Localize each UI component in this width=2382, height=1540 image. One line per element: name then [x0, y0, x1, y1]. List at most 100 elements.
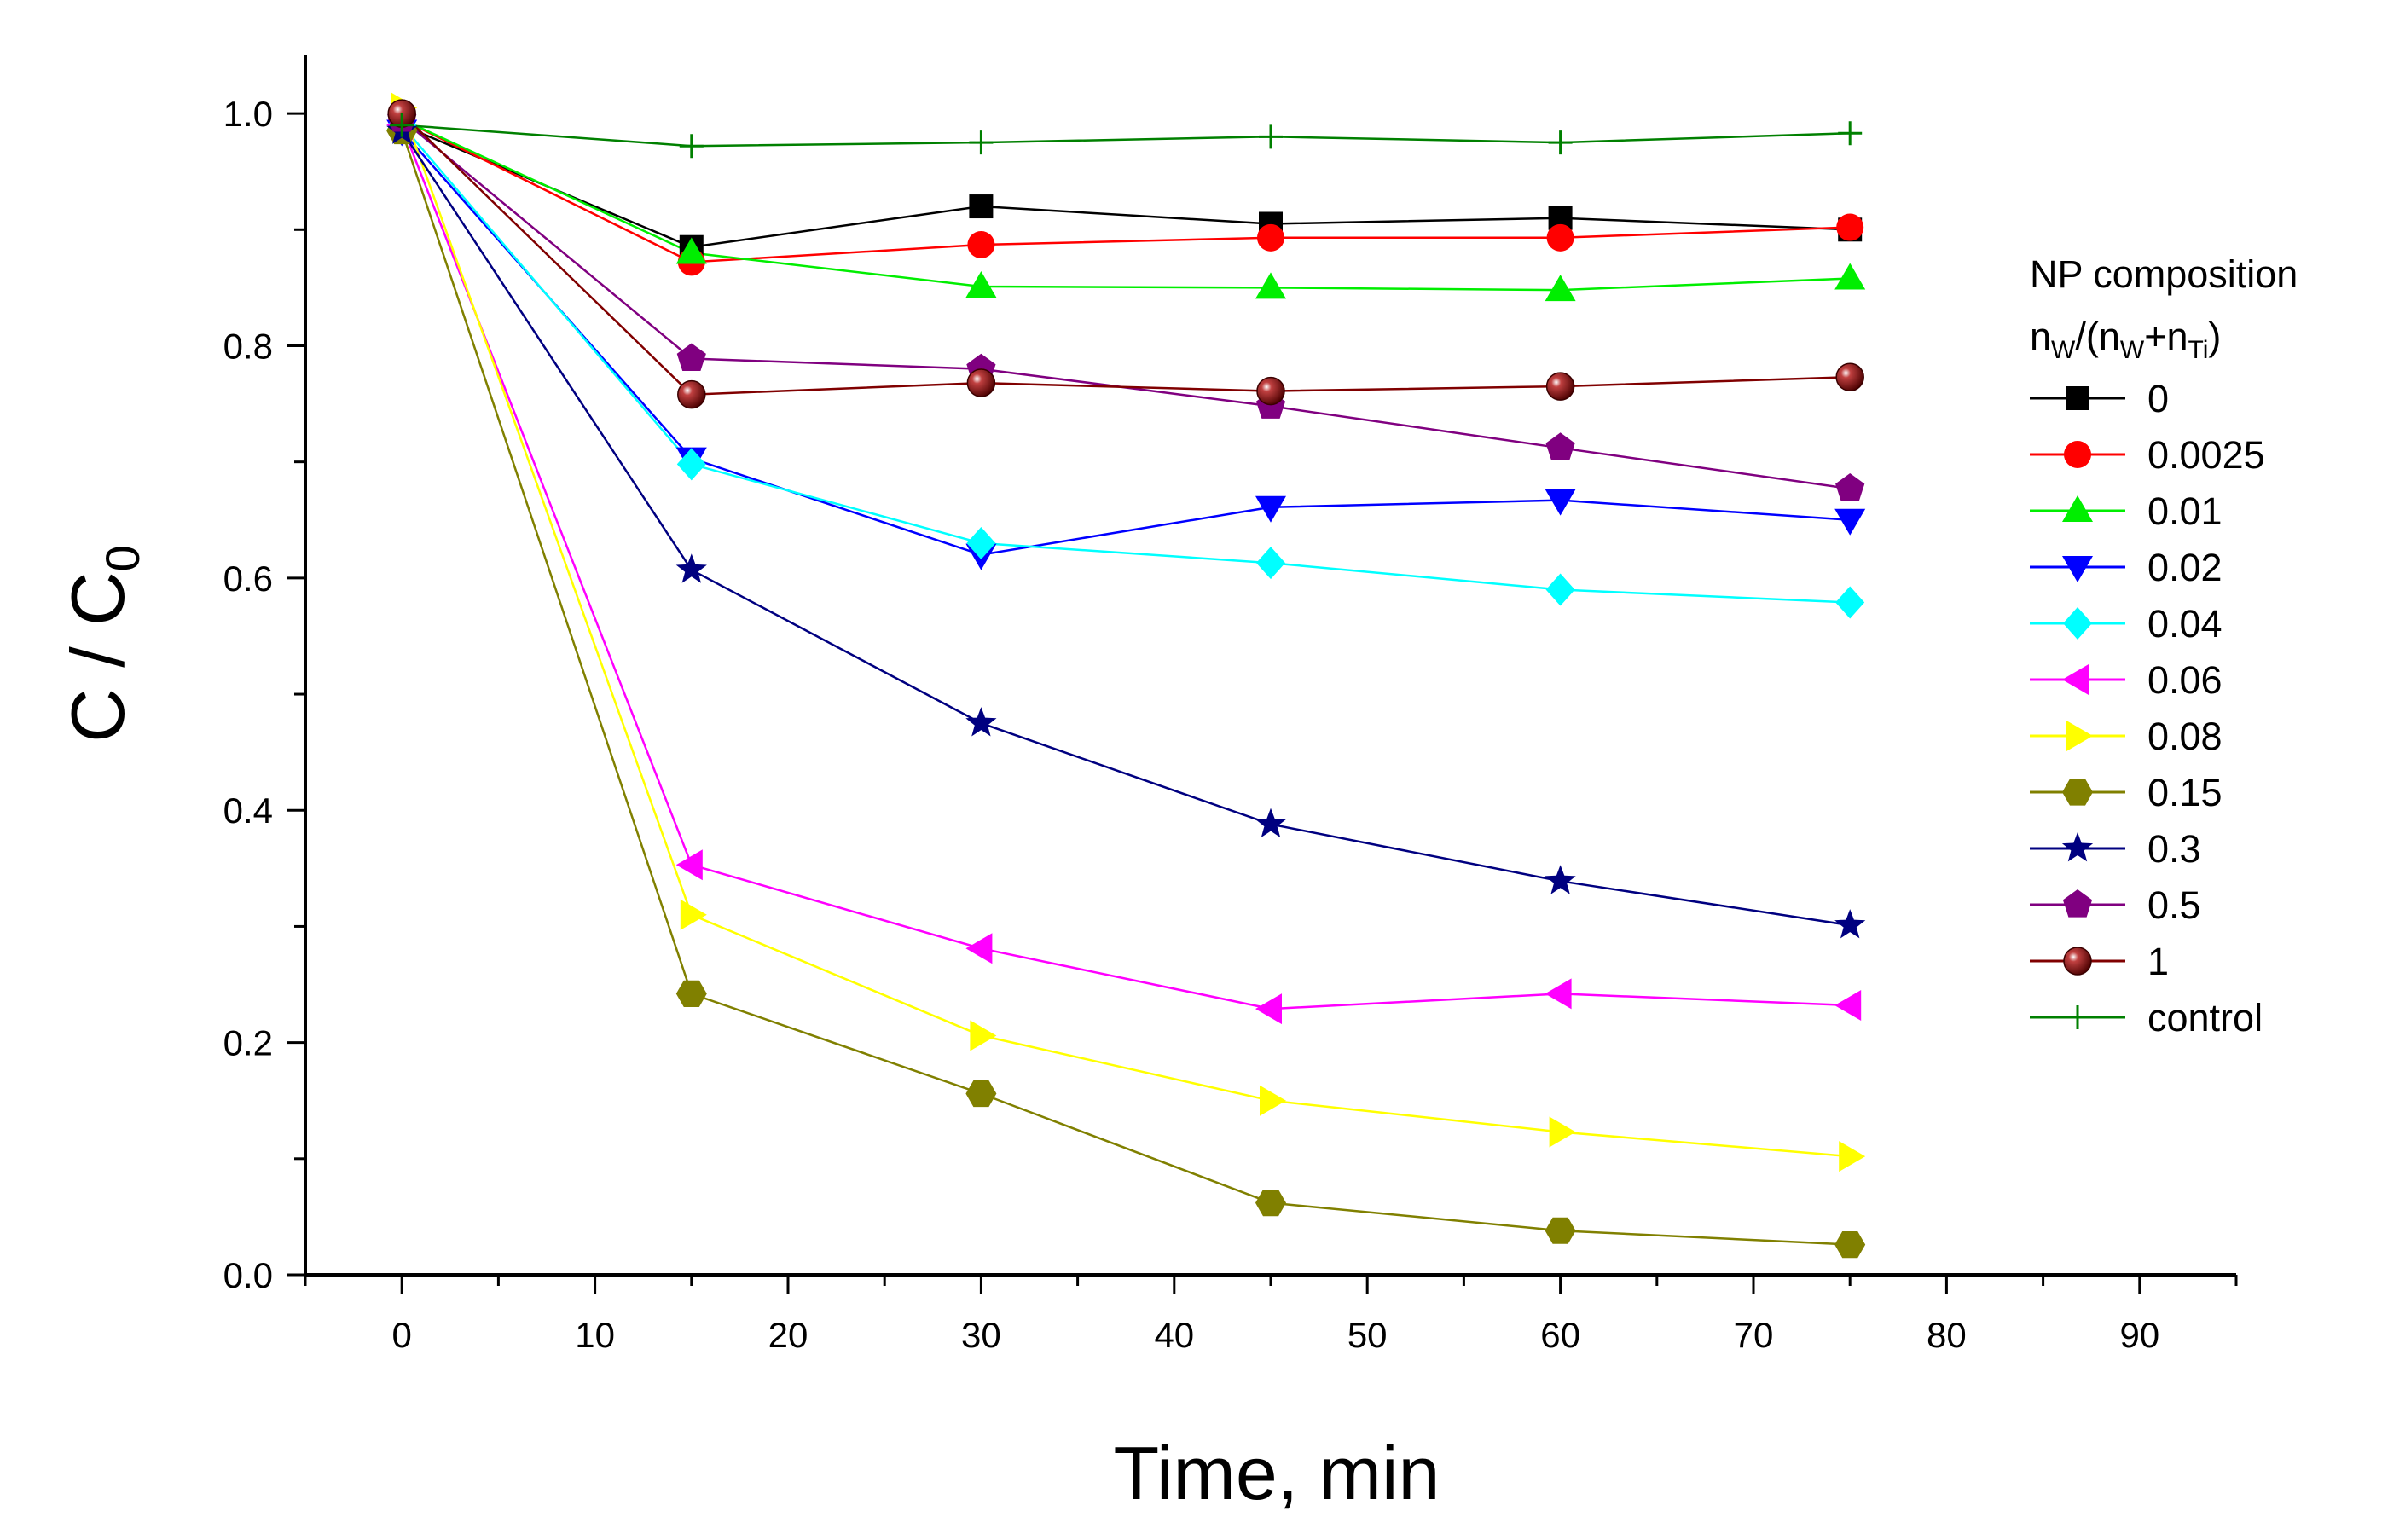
data-point — [1838, 121, 1863, 146]
legend-subtitle-s2: W — [2120, 336, 2145, 364]
data-point — [1835, 586, 1865, 619]
legend-title: NP composition — [2030, 252, 2298, 296]
series-1-line — [401, 113, 1851, 396]
y-tick-label: 1.0 — [223, 94, 273, 134]
data-point — [1548, 130, 1573, 155]
legend-label: 1 — [2147, 940, 2169, 983]
legend-label: 0.15 — [2147, 771, 2223, 814]
data-point — [1545, 432, 1575, 460]
data-point — [1545, 1217, 1576, 1244]
tick-labels: 0 10 20 30 40 50 60 70 80 90 0.0 0.2 0.4 0.6 0.8 1.0 — [223, 94, 2160, 1355]
data-point — [1834, 1231, 1866, 1259]
data-point — [1255, 1190, 1286, 1217]
legend-subtitle-end: ) — [2208, 315, 2221, 358]
data-point — [1549, 1116, 1576, 1148]
y-tick-label: 0.2 — [223, 1023, 273, 1063]
data-point — [969, 130, 994, 155]
legend-swatch-marker — [2062, 889, 2093, 918]
series-0_06-points — [386, 109, 1862, 1025]
x-axis-title: Time, min — [1114, 1431, 1440, 1515]
data-point — [679, 134, 704, 159]
legend-swatch-marker — [2061, 832, 2094, 862]
series-0-points — [390, 113, 1863, 259]
data-point — [967, 230, 995, 258]
legend-item: 1 — [2030, 940, 2169, 983]
y-axis-title: C / C0 — [55, 545, 149, 743]
data-point — [1545, 865, 1576, 894]
data-point — [1545, 489, 1576, 516]
data-point — [676, 343, 706, 371]
data-point — [1545, 573, 1575, 606]
data-point — [1255, 808, 1287, 837]
legend-label: 0.08 — [2147, 715, 2223, 758]
legend-subtitle-s3: Ti — [2188, 336, 2209, 364]
data-point — [680, 899, 707, 930]
x-tick-label: 80 — [1927, 1315, 1967, 1355]
ticks — [287, 112, 2238, 1294]
data-point — [1256, 547, 1285, 580]
data-point — [1834, 990, 1862, 1022]
legend-swatch-marker — [2062, 495, 2093, 522]
legend-label: 0.06 — [2147, 658, 2223, 702]
data-point — [1545, 978, 1572, 1010]
series-0_02-points — [386, 119, 1866, 570]
y-axis-title-sub: 0 — [96, 545, 149, 571]
data-point — [1546, 223, 1574, 252]
legend-swatch-marker — [2066, 721, 2093, 751]
data-point — [1545, 275, 1576, 302]
data-point — [390, 113, 414, 137]
legend-subtitle: nW/(nW+nTi) — [2030, 315, 2221, 364]
legend-label: 0.5 — [2147, 883, 2201, 927]
series-0_5-line — [401, 118, 1851, 490]
data-point — [675, 237, 707, 264]
data-point — [1834, 263, 1866, 290]
data-point — [966, 368, 996, 397]
legend-label: control — [2147, 996, 2263, 1039]
data-point — [675, 553, 707, 583]
series-lines — [401, 107, 1851, 1246]
legend-item: 0.3 — [2030, 827, 2201, 871]
legend-swatch-marker — [2063, 947, 2092, 976]
legend-swatch-marker — [2062, 664, 2089, 695]
data-point — [1255, 272, 1286, 299]
legend-subtitle-s1: W — [2051, 336, 2076, 364]
series-0_3-points — [386, 114, 1866, 939]
legend-item: 0.04 — [2030, 602, 2223, 646]
y-tick-label: 0.8 — [223, 326, 273, 366]
legend-item: 0.0025 — [2030, 433, 2265, 477]
x-tick-label: 90 — [2119, 1315, 2159, 1355]
series-1-points — [387, 99, 1864, 409]
series-0_5-points — [387, 103, 1865, 501]
legend-label: 0.01 — [2147, 489, 2223, 533]
data-point — [1255, 993, 1282, 1025]
series-0-line — [401, 124, 1851, 248]
series-0_06-line — [401, 124, 1851, 1010]
x-tick-label: 20 — [768, 1315, 808, 1355]
series-0_04-line — [401, 124, 1851, 604]
data-point — [1257, 223, 1284, 252]
series-0_08-line — [401, 107, 1851, 1158]
legend-subtitle-n1: n — [2030, 315, 2051, 358]
data-point — [1839, 1141, 1866, 1172]
legend-swatch-marker — [2066, 386, 2089, 410]
data-point — [965, 933, 993, 964]
data-point — [969, 194, 994, 219]
series-0_3-line — [401, 130, 1851, 927]
legend-swatch-marker — [2064, 441, 2091, 468]
x-tick-label: 60 — [1540, 1315, 1580, 1355]
series-0_01-points — [386, 103, 1866, 302]
legend-item: 0.02 — [2030, 546, 2223, 589]
legend-label: 0 — [2147, 377, 2169, 420]
legend: NP composition nW/(nW+nTi) 00.00250.010.… — [2030, 252, 2298, 1039]
x-tick-label: 40 — [1154, 1315, 1194, 1355]
data-point — [1834, 508, 1866, 536]
data-point — [1836, 213, 1864, 241]
series-0_0025-line — [401, 118, 1851, 263]
legend-label: 0.3 — [2147, 827, 2201, 871]
data-point — [965, 271, 997, 298]
x-tick-label: 10 — [575, 1315, 615, 1355]
y-tick-label: 0.6 — [223, 559, 273, 599]
y-axis-title-main: C / C — [55, 571, 140, 742]
data-point — [675, 980, 707, 1007]
